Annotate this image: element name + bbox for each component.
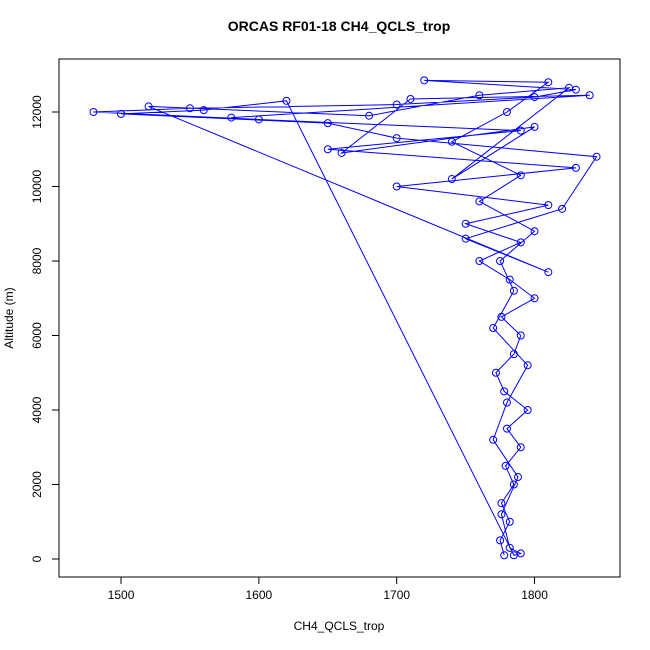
data-point xyxy=(500,387,509,396)
y-tick-label: 10000 xyxy=(30,169,44,203)
data-point xyxy=(509,350,518,359)
data-point xyxy=(514,473,522,482)
data-point xyxy=(502,424,511,433)
data-point xyxy=(392,182,401,191)
data-point xyxy=(447,175,456,184)
y-tick-label: 6000 xyxy=(30,322,44,349)
data-point xyxy=(406,94,415,103)
y-axis-label: Altitude (m) xyxy=(2,287,16,348)
data-point xyxy=(392,134,401,143)
data-point xyxy=(144,102,153,111)
data-point xyxy=(505,543,514,552)
data-point xyxy=(323,145,332,154)
data-point xyxy=(523,406,532,415)
data-point xyxy=(501,461,510,470)
data-point xyxy=(592,152,601,161)
data-point xyxy=(509,551,518,560)
data-point xyxy=(505,517,514,526)
data-point xyxy=(461,234,470,243)
data-line xyxy=(93,79,598,556)
data-point xyxy=(523,361,532,370)
data-point xyxy=(530,227,539,236)
data-point xyxy=(509,480,518,489)
data-point xyxy=(500,551,509,560)
y-tick-label: 2000 xyxy=(30,471,44,498)
data-point xyxy=(502,108,511,117)
data-point xyxy=(497,510,506,519)
y-tick-label: 4000 xyxy=(30,396,44,423)
data-point xyxy=(117,109,126,118)
data-point xyxy=(497,312,506,321)
data-point xyxy=(530,122,539,131)
data-point xyxy=(489,324,498,333)
data-point xyxy=(475,197,484,206)
data-point xyxy=(530,294,539,303)
x-axis-label: CH4_QCLS_trop xyxy=(294,619,385,633)
data-point xyxy=(571,163,580,172)
data-point xyxy=(323,119,332,128)
data-point xyxy=(558,204,567,213)
data-point xyxy=(505,275,514,284)
y-tick-label: 12000 xyxy=(30,95,44,129)
data-point xyxy=(227,113,236,122)
data-point xyxy=(565,83,573,92)
plot-frame xyxy=(58,58,621,578)
data-point xyxy=(496,536,505,545)
y-tick-label: 8000 xyxy=(30,247,44,274)
x-tick-label: 1800 xyxy=(521,588,548,602)
data-point xyxy=(516,171,525,180)
x-tick-label: 1500 xyxy=(108,588,135,602)
data-point xyxy=(516,331,525,340)
data-point xyxy=(516,443,525,452)
data-point xyxy=(544,201,553,210)
data-point xyxy=(516,238,525,247)
data-point xyxy=(461,219,470,228)
data-point xyxy=(585,91,594,100)
data-point xyxy=(254,115,263,124)
chart-title: ORCAS RF01-18 CH4_QCLS_trop xyxy=(228,18,451,34)
data-point xyxy=(392,100,401,109)
data-point xyxy=(199,106,208,115)
y-tick-label: 0 xyxy=(30,555,44,562)
data-point xyxy=(475,91,484,100)
x-tick-label: 1700 xyxy=(383,588,410,602)
data-point xyxy=(544,78,553,87)
data-point xyxy=(509,286,518,295)
data-point xyxy=(337,148,346,157)
data-point xyxy=(516,126,525,135)
data-point xyxy=(365,111,374,120)
data-point xyxy=(544,268,553,277)
data-point xyxy=(489,435,498,444)
data-point xyxy=(89,108,98,117)
data-point xyxy=(491,368,500,377)
data-point xyxy=(496,257,505,266)
data-point xyxy=(282,96,291,105)
data-point xyxy=(420,76,429,85)
data-point xyxy=(185,104,194,113)
data-point xyxy=(475,257,484,266)
data-point xyxy=(447,137,456,146)
data-point xyxy=(530,93,539,102)
data-point xyxy=(497,499,506,508)
x-tick-label: 1600 xyxy=(246,588,273,602)
data-point xyxy=(502,398,511,407)
